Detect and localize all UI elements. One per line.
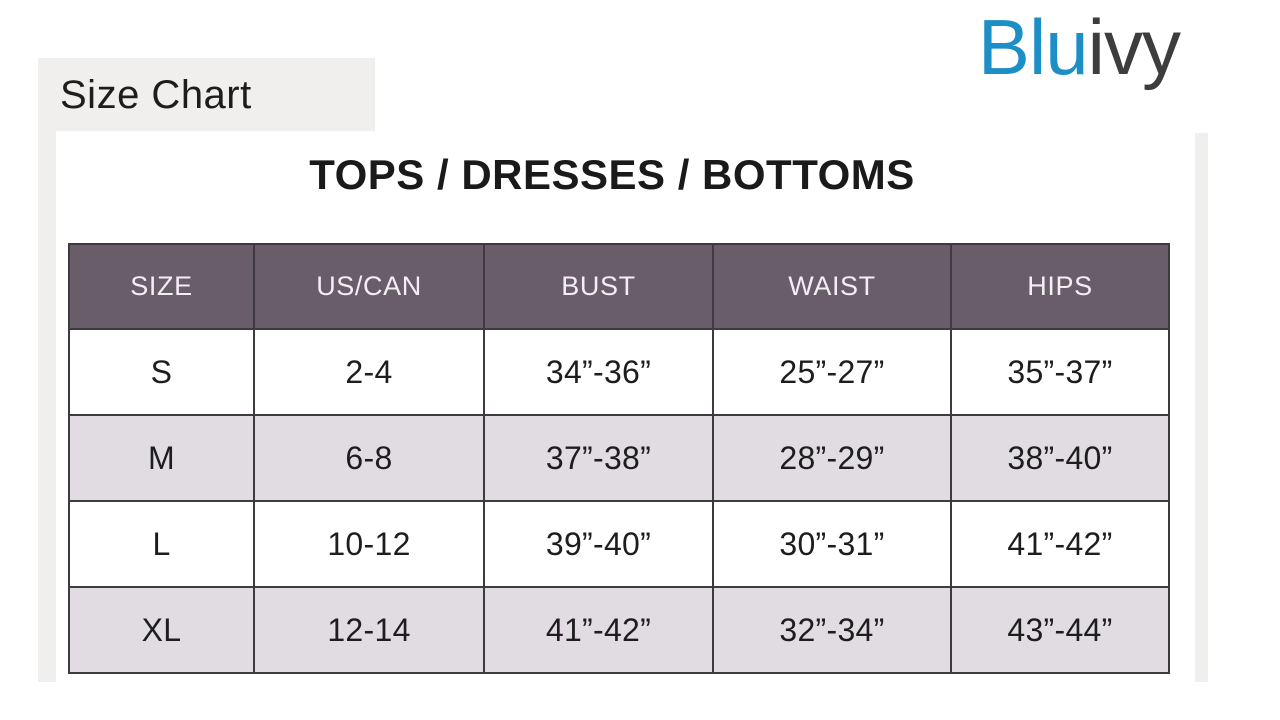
cell-bust: 39”-40”: [483, 500, 714, 588]
cell-hips: 35”-37”: [950, 328, 1170, 416]
size-chart-table: SIZE US/CAN BUST WAIST HIPS S 2-4 34”-36…: [68, 243, 1170, 674]
column-header-uscan: US/CAN: [253, 243, 485, 330]
cell-size: L: [68, 500, 255, 588]
page-title: TOPS / DRESSES / BOTTOMS: [309, 151, 915, 198]
column-header-waist: WAIST: [712, 243, 952, 330]
brand-logo: Bluivy: [978, 8, 1181, 86]
cell-uscan: 6-8: [253, 414, 485, 502]
column-header-hips: HIPS: [950, 243, 1170, 330]
table-header: SIZE US/CAN BUST WAIST HIPS: [68, 243, 1170, 330]
table-row: M 6-8 37”-38” 28”-29” 38”-40”: [68, 414, 1170, 502]
cell-waist: 32”-34”: [712, 586, 952, 674]
cell-bust: 37”-38”: [483, 414, 714, 502]
cell-uscan: 10-12: [253, 500, 485, 588]
column-header-size: SIZE: [68, 243, 255, 330]
cell-size: S: [68, 328, 255, 416]
size-chart-tab[interactable]: Size Chart: [38, 58, 375, 131]
size-chart-panel: TOPS / DRESSES / BOTTOMS SIZE US/CAN BUS…: [56, 131, 1195, 682]
table-row: S 2-4 34”-36” 25”-27” 35”-37”: [68, 328, 1170, 416]
cell-waist: 25”-27”: [712, 328, 952, 416]
cell-hips: 43”-44”: [950, 586, 1170, 674]
brand-logo-ivy: ivy: [1087, 3, 1181, 91]
cell-uscan: 2-4: [253, 328, 485, 416]
cell-waist: 28”-29”: [712, 414, 952, 502]
cell-hips: 38”-40”: [950, 414, 1170, 502]
size-chart-tab-label: Size Chart: [60, 72, 252, 117]
table-header-row: SIZE US/CAN BUST WAIST HIPS: [68, 243, 1170, 330]
cell-uscan: 12-14: [253, 586, 485, 674]
cell-waist: 30”-31”: [712, 500, 952, 588]
right-gutter-strip: [1195, 133, 1208, 682]
table-body: S 2-4 34”-36” 25”-27” 35”-37” M 6-8 37”-…: [68, 328, 1170, 674]
table-row: XL 12-14 41”-42” 32”-34” 43”-44”: [68, 586, 1170, 674]
cell-hips: 41”-42”: [950, 500, 1170, 588]
cell-size: M: [68, 414, 255, 502]
column-header-bust: BUST: [483, 243, 714, 330]
cell-size: XL: [68, 586, 255, 674]
cell-bust: 41”-42”: [483, 586, 714, 674]
brand-logo-blu: Blu: [977, 3, 1089, 91]
cell-bust: 34”-36”: [483, 328, 714, 416]
table-row: L 10-12 39”-40” 30”-31” 41”-42”: [68, 500, 1170, 588]
left-gutter-strip: [38, 130, 56, 682]
